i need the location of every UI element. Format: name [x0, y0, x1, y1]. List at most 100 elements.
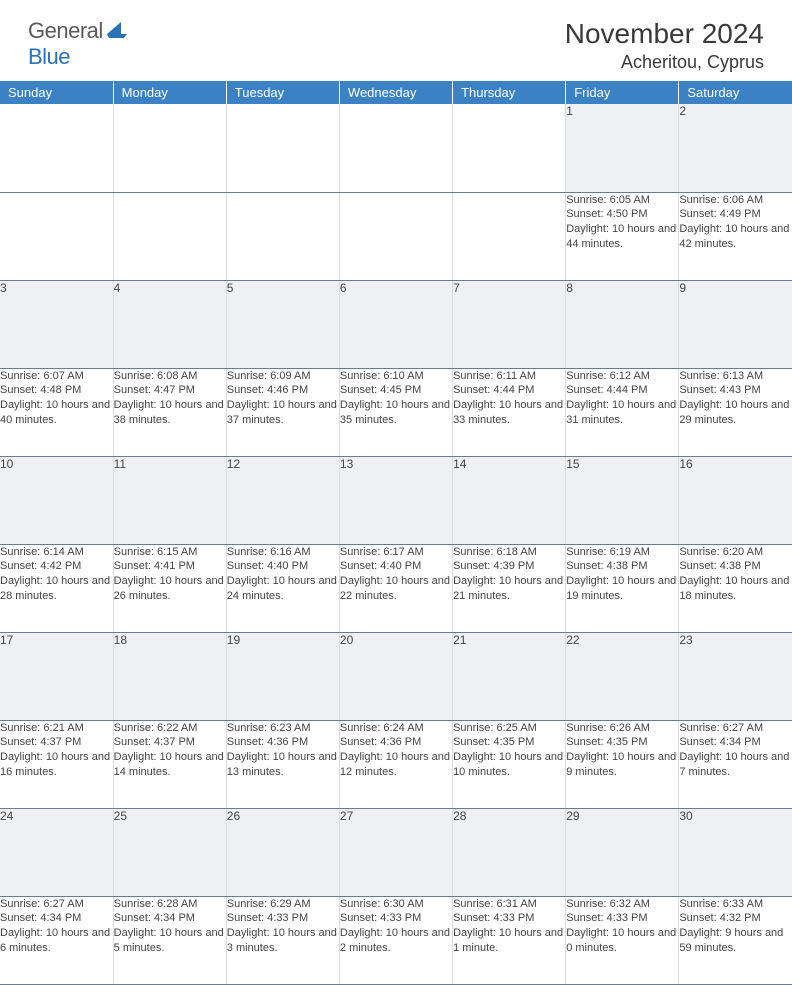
day-number-cell: 7	[453, 280, 566, 368]
day-content-cell: Sunrise: 6:12 AMSunset: 4:44 PMDaylight:…	[566, 368, 679, 456]
sunset-line: Sunset: 4:37 PM	[0, 735, 113, 750]
day-content-cell: Sunrise: 6:17 AMSunset: 4:40 PMDaylight:…	[339, 544, 452, 632]
sunrise-line: Sunrise: 6:27 AM	[679, 721, 792, 736]
day-number-cell: 29	[566, 808, 679, 896]
sunset-line: Sunset: 4:33 PM	[453, 911, 565, 926]
day-header: Tuesday	[226, 81, 339, 104]
daylight-line: Daylight: 10 hours and 31 minutes.	[566, 398, 678, 428]
sunset-line: Sunset: 4:36 PM	[227, 735, 339, 750]
day-content-cell	[226, 192, 339, 280]
sail-icon	[105, 18, 127, 44]
sunset-line: Sunset: 4:43 PM	[679, 383, 792, 398]
sunset-line: Sunset: 4:33 PM	[227, 911, 339, 926]
sunset-line: Sunset: 4:36 PM	[340, 735, 452, 750]
day-header: Wednesday	[339, 81, 452, 104]
sunset-line: Sunset: 4:42 PM	[0, 559, 113, 574]
daylight-line: Daylight: 10 hours and 22 minutes.	[340, 574, 452, 604]
sunrise-line: Sunrise: 6:23 AM	[227, 721, 339, 736]
day-content-cell: Sunrise: 6:28 AMSunset: 4:34 PMDaylight:…	[113, 896, 226, 984]
day-content-cell: Sunrise: 6:29 AMSunset: 4:33 PMDaylight:…	[226, 896, 339, 984]
day-number-cell: 20	[339, 632, 452, 720]
sunrise-line: Sunrise: 6:30 AM	[340, 897, 452, 912]
daylight-line: Daylight: 10 hours and 7 minutes.	[679, 750, 792, 780]
logo-text-blue: Blue	[28, 44, 70, 69]
daylight-line: Daylight: 10 hours and 44 minutes.	[566, 222, 678, 252]
sunset-line: Sunset: 4:45 PM	[340, 383, 452, 398]
daylight-line: Daylight: 10 hours and 37 minutes.	[227, 398, 339, 428]
day-number-cell: 18	[113, 632, 226, 720]
day-content-cell: Sunrise: 6:31 AMSunset: 4:33 PMDaylight:…	[453, 896, 566, 984]
day-number-cell: 6	[339, 280, 452, 368]
daylight-line: Daylight: 10 hours and 13 minutes.	[227, 750, 339, 780]
page-title: November 2024	[565, 18, 764, 50]
day-number-cell: 8	[566, 280, 679, 368]
sunset-line: Sunset: 4:47 PM	[114, 383, 226, 398]
location-label: Acheritou, Cyprus	[565, 52, 764, 73]
day-number-cell: 11	[113, 456, 226, 544]
sunrise-line: Sunrise: 6:17 AM	[340, 545, 452, 560]
sunset-line: Sunset: 4:34 PM	[114, 911, 226, 926]
sunset-line: Sunset: 4:35 PM	[566, 735, 678, 750]
day-number-cell: 23	[679, 632, 792, 720]
daylight-line: Daylight: 10 hours and 21 minutes.	[453, 574, 565, 604]
daylight-line: Daylight: 10 hours and 35 minutes.	[340, 398, 452, 428]
day-content-cell: Sunrise: 6:19 AMSunset: 4:38 PMDaylight:…	[566, 544, 679, 632]
sunset-line: Sunset: 4:46 PM	[227, 383, 339, 398]
day-content-cell: Sunrise: 6:25 AMSunset: 4:35 PMDaylight:…	[453, 720, 566, 808]
day-number-cell: 25	[113, 808, 226, 896]
sunrise-line: Sunrise: 6:28 AM	[114, 897, 226, 912]
sunset-line: Sunset: 4:44 PM	[453, 383, 565, 398]
day-header: Friday	[566, 81, 679, 104]
daylight-line: Daylight: 10 hours and 16 minutes.	[0, 750, 113, 780]
calendar-table: SundayMondayTuesdayWednesdayThursdayFrid…	[0, 81, 792, 985]
day-number-cell: 2	[679, 104, 792, 192]
day-number-cell: 17	[0, 632, 113, 720]
day-number-cell: 5	[226, 280, 339, 368]
day-content-cell: Sunrise: 6:06 AMSunset: 4:49 PMDaylight:…	[679, 192, 792, 280]
day-content-cell: Sunrise: 6:20 AMSunset: 4:38 PMDaylight:…	[679, 544, 792, 632]
sunset-line: Sunset: 4:40 PM	[340, 559, 452, 574]
day-content-cell: Sunrise: 6:13 AMSunset: 4:43 PMDaylight:…	[679, 368, 792, 456]
day-header: Sunday	[0, 81, 113, 104]
sunrise-line: Sunrise: 6:18 AM	[453, 545, 565, 560]
day-number-cell: 4	[113, 280, 226, 368]
day-number-cell: 13	[339, 456, 452, 544]
day-number-cell	[226, 104, 339, 192]
daylight-line: Daylight: 10 hours and 29 minutes.	[679, 398, 792, 428]
day-number-cell: 12	[226, 456, 339, 544]
day-content-cell: Sunrise: 6:27 AMSunset: 4:34 PMDaylight:…	[679, 720, 792, 808]
sunrise-line: Sunrise: 6:24 AM	[340, 721, 452, 736]
sunset-line: Sunset: 4:38 PM	[566, 559, 678, 574]
daylight-line: Daylight: 10 hours and 9 minutes.	[566, 750, 678, 780]
daylight-line: Daylight: 10 hours and 5 minutes.	[114, 926, 226, 956]
daylight-line: Daylight: 10 hours and 18 minutes.	[679, 574, 792, 604]
day-content-cell: Sunrise: 6:18 AMSunset: 4:39 PMDaylight:…	[453, 544, 566, 632]
sunset-line: Sunset: 4:48 PM	[0, 383, 113, 398]
daylight-line: Daylight: 10 hours and 24 minutes.	[227, 574, 339, 604]
sunset-line: Sunset: 4:34 PM	[679, 735, 792, 750]
sunrise-line: Sunrise: 6:33 AM	[679, 897, 792, 912]
content-row: Sunrise: 6:14 AMSunset: 4:42 PMDaylight:…	[0, 544, 792, 632]
sunrise-line: Sunrise: 6:31 AM	[453, 897, 565, 912]
day-number-cell: 28	[453, 808, 566, 896]
sunset-line: Sunset: 4:33 PM	[566, 911, 678, 926]
day-content-cell: Sunrise: 6:07 AMSunset: 4:48 PMDaylight:…	[0, 368, 113, 456]
day-header: Thursday	[453, 81, 566, 104]
sunset-line: Sunset: 4:50 PM	[566, 207, 678, 222]
sunrise-line: Sunrise: 6:11 AM	[453, 369, 565, 384]
logo-text-gray: General	[28, 18, 103, 43]
day-header: Monday	[113, 81, 226, 104]
sunrise-line: Sunrise: 6:06 AM	[679, 193, 792, 208]
sunset-line: Sunset: 4:35 PM	[453, 735, 565, 750]
day-number-cell: 9	[679, 280, 792, 368]
sunrise-line: Sunrise: 6:21 AM	[0, 721, 113, 736]
day-content-cell: Sunrise: 6:05 AMSunset: 4:50 PMDaylight:…	[566, 192, 679, 280]
day-content-cell: Sunrise: 6:30 AMSunset: 4:33 PMDaylight:…	[339, 896, 452, 984]
daynum-row: 12	[0, 104, 792, 192]
day-content-cell: Sunrise: 6:27 AMSunset: 4:34 PMDaylight:…	[0, 896, 113, 984]
day-content-cell: Sunrise: 6:21 AMSunset: 4:37 PMDaylight:…	[0, 720, 113, 808]
day-number-cell: 14	[453, 456, 566, 544]
day-number-cell: 26	[226, 808, 339, 896]
day-content-cell	[0, 192, 113, 280]
sunrise-line: Sunrise: 6:32 AM	[566, 897, 678, 912]
